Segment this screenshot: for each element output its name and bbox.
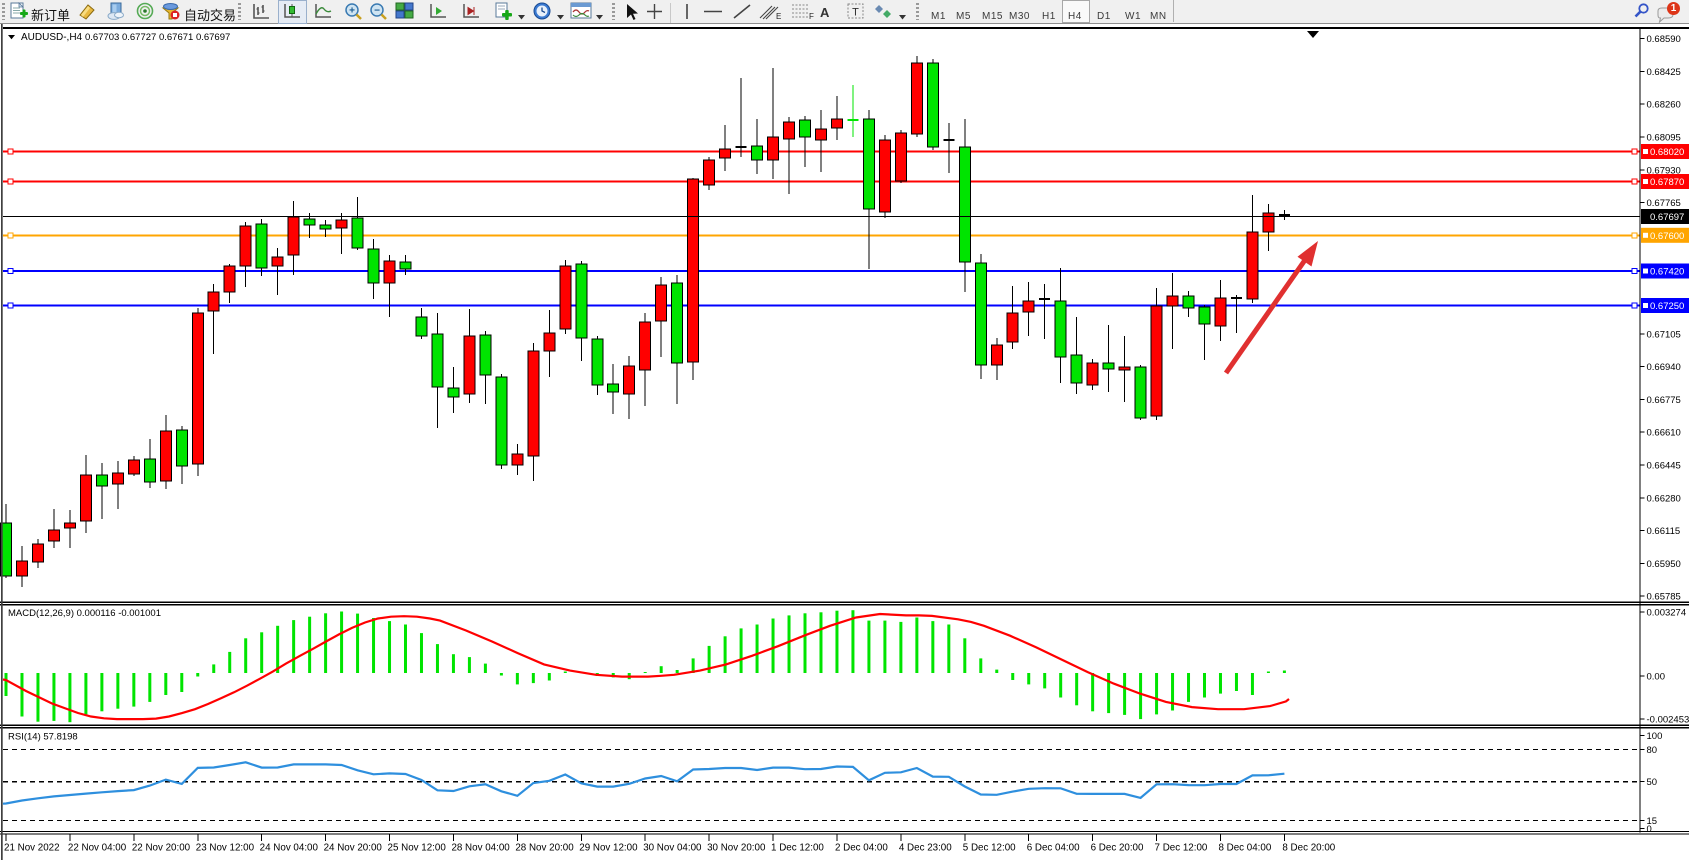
svg-text:0.67250: 0.67250 [1650,301,1684,312]
svg-text:21 Nov 2022: 21 Nov 2022 [4,843,60,854]
svg-text:80: 80 [1647,745,1658,756]
svg-text:0.67765: 0.67765 [1647,198,1681,209]
svg-text:0.68095: 0.68095 [1647,133,1681,144]
svg-text:0.66445: 0.66445 [1647,461,1681,472]
svg-text:5 Dec 12:00: 5 Dec 12:00 [963,843,1016,854]
svg-text:4 Dec 23:00: 4 Dec 23:00 [899,843,952,854]
svg-text:6 Dec 04:00: 6 Dec 04:00 [1027,843,1080,854]
svg-text:0.003274: 0.003274 [1647,608,1687,619]
svg-text:E: E [776,12,781,21]
svg-text:RSI(14) 57.8198: RSI(14) 57.8198 [8,732,78,743]
svg-text:0.68425: 0.68425 [1647,67,1681,78]
svg-text:0.68020: 0.68020 [1650,147,1684,158]
svg-text:−: − [374,6,380,17]
svg-text:0.68590: 0.68590 [1647,34,1681,45]
svg-text:F: F [809,12,814,21]
svg-text:22 Nov 20:00: 22 Nov 20:00 [132,843,191,854]
svg-text:23 Nov 12:00: 23 Nov 12:00 [196,843,255,854]
svg-text:AUDUSD-,H4: AUDUSD-,H4 [21,32,83,43]
svg-text:T: T [852,7,859,19]
svg-text:0.66610: 0.66610 [1647,428,1681,439]
svg-text:+: + [349,6,355,17]
svg-text:24 Nov 04:00: 24 Nov 04:00 [260,843,319,854]
svg-text:6 Dec 20:00: 6 Dec 20:00 [1091,843,1144,854]
svg-text:1 Dec 12:00: 1 Dec 12:00 [771,843,824,854]
svg-text:0.67930: 0.67930 [1647,165,1681,176]
svg-text:28 Nov 04:00: 28 Nov 04:00 [451,843,510,854]
svg-text:30 Nov 04:00: 30 Nov 04:00 [643,843,702,854]
svg-text:7 Dec 12:00: 7 Dec 12:00 [1155,843,1208,854]
svg-text:0.65950: 0.65950 [1647,559,1681,570]
svg-text:0.67420: 0.67420 [1650,267,1684,278]
svg-text:0.67703 0.67727 0.67671 0.6769: 0.67703 0.67727 0.67671 0.67697 [85,32,230,43]
svg-text:MACD(12,26,9) 0.000116 -0.0010: MACD(12,26,9) 0.000116 -0.001001 [8,608,161,619]
svg-text:28 Nov 20:00: 28 Nov 20:00 [515,843,574,854]
svg-text:2 Dec 04:00: 2 Dec 04:00 [835,843,888,854]
svg-text:8 Dec 04:00: 8 Dec 04:00 [1218,843,1271,854]
svg-text:25 Nov 12:00: 25 Nov 12:00 [388,843,447,854]
svg-text:50: 50 [1647,777,1658,788]
svg-text:24 Nov 20:00: 24 Nov 20:00 [324,843,383,854]
svg-text:0.66115: 0.66115 [1647,526,1681,537]
svg-text:0.67870: 0.67870 [1650,177,1684,188]
svg-text:0.66775: 0.66775 [1647,395,1681,406]
svg-text:0: 0 [1647,824,1652,835]
svg-text:0.66280: 0.66280 [1647,493,1681,504]
svg-text:30 Nov 20:00: 30 Nov 20:00 [707,843,766,854]
svg-text:0.66940: 0.66940 [1647,362,1681,373]
svg-text:0.68260: 0.68260 [1647,100,1681,111]
svg-text:29 Nov 12:00: 29 Nov 12:00 [579,843,638,854]
svg-text:8 Dec 20:00: 8 Dec 20:00 [1282,843,1335,854]
svg-text:0.67697: 0.67697 [1650,212,1684,223]
svg-text:15: 15 [1647,816,1658,827]
svg-text:100: 100 [1647,731,1663,742]
svg-text:0.65785: 0.65785 [1647,592,1681,603]
svg-text:-0.002453: -0.002453 [1647,715,1689,726]
svg-text:0.00: 0.00 [1647,672,1666,683]
svg-text:0.67600: 0.67600 [1650,231,1684,242]
svg-text:0.67105: 0.67105 [1647,329,1681,340]
svg-text:22 Nov 04:00: 22 Nov 04:00 [68,843,127,854]
